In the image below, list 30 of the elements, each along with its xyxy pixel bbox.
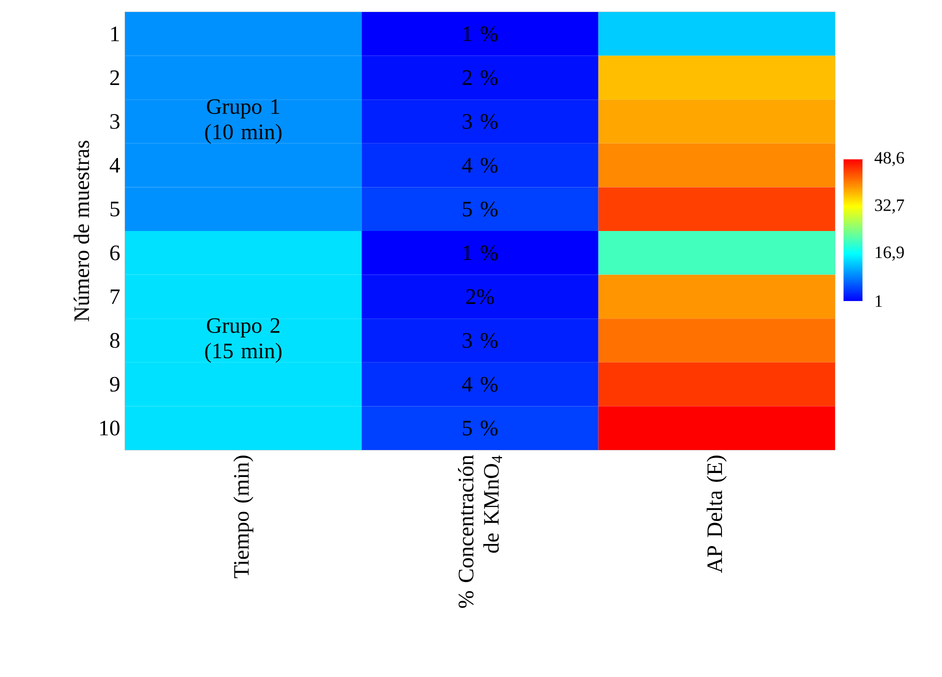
data-label: 1 % (464, 26, 498, 42)
data-label: 5 % (462, 202, 498, 217)
y-tick-label: 10 (100, 420, 120, 436)
y-tick-label: 8 (110, 333, 120, 348)
y-tick-label: 7 (110, 289, 120, 304)
color-bar-label: 16,9 (876, 246, 904, 261)
color-bar-label: 32,7 (875, 199, 904, 214)
y-tick-label: 4 (110, 158, 120, 173)
data-label: 4 % (462, 376, 498, 392)
x-tick-label: % Concentración de KMnO$_{4}$ (458, 455, 502, 608)
y-tick-label: 1 (111, 26, 119, 42)
y-tick-label: 9 (110, 376, 120, 392)
y-axis-title: Número de muestras (74, 140, 90, 322)
color-bar-label: 1 (876, 295, 882, 307)
data-label: 1 % (464, 245, 498, 260)
x-tick-label: AP Delta (E) (706, 456, 727, 574)
y-tick-label: 5 (110, 202, 120, 216)
data-label: 3 % (462, 114, 498, 129)
x-tick-label: Tiempo (min) (233, 456, 254, 578)
data-label: Grupo 2 (15 min) (205, 318, 282, 363)
data-label: Grupo 1 (10 min) (205, 99, 282, 144)
y-tick-label: 2 (110, 70, 120, 85)
y-tick-label: 3 (110, 114, 120, 129)
color-bar-label: 48,6 (874, 152, 904, 166)
data-label: 5 % (462, 420, 498, 436)
data-label: 2 % (462, 70, 498, 86)
y-tick-label: 6 (110, 245, 120, 260)
data-label: 3 % (462, 333, 498, 348)
data-label: 2% (466, 289, 494, 304)
data-label: 4 % (462, 158, 498, 173)
